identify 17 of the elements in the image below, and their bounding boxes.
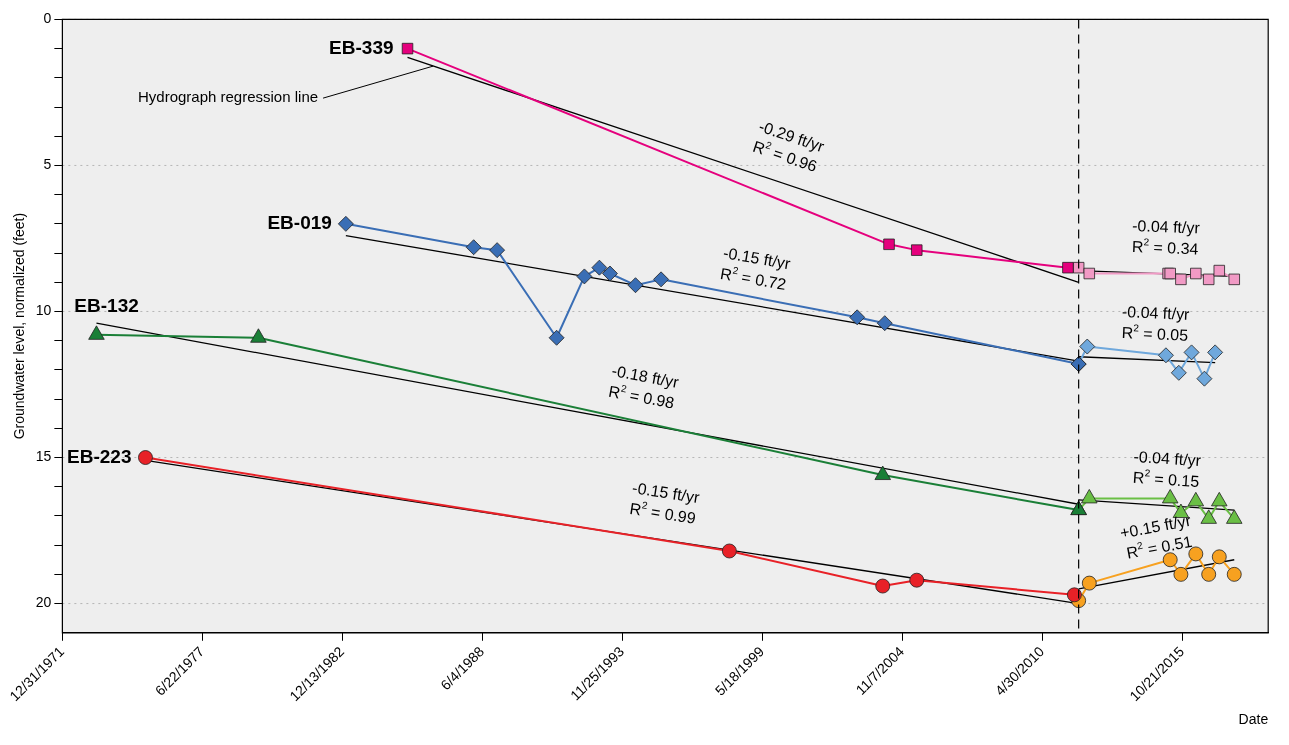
y-tick-label: 10 (35, 302, 52, 319)
series-label: EB-132 (74, 295, 139, 317)
annotation: R2 = 0.05 (1121, 322, 1189, 344)
y-tick-label: 15 (35, 448, 52, 465)
y-tick-label: 5 (43, 156, 52, 173)
series-label: EB-019 (267, 212, 332, 234)
series-label: EB-223 (67, 445, 132, 467)
x-axis-title: Date (1238, 711, 1269, 728)
y-axis-title: Groundwater level, normalized (feet) (11, 212, 28, 440)
annotation: Hydrograph regression line (137, 88, 319, 106)
annotation: -0.04 ft/yr (1133, 447, 1203, 470)
annotation: R2 = 0.34 (1131, 236, 1199, 258)
series-label: EB-339 (329, 36, 394, 58)
y-tick-label: 0 (43, 10, 52, 27)
y-tick-label: 20 (35, 594, 52, 611)
annotation: -0.04 ft/yr (1131, 216, 1201, 237)
annotation: -0.04 ft/yr (1121, 302, 1191, 323)
